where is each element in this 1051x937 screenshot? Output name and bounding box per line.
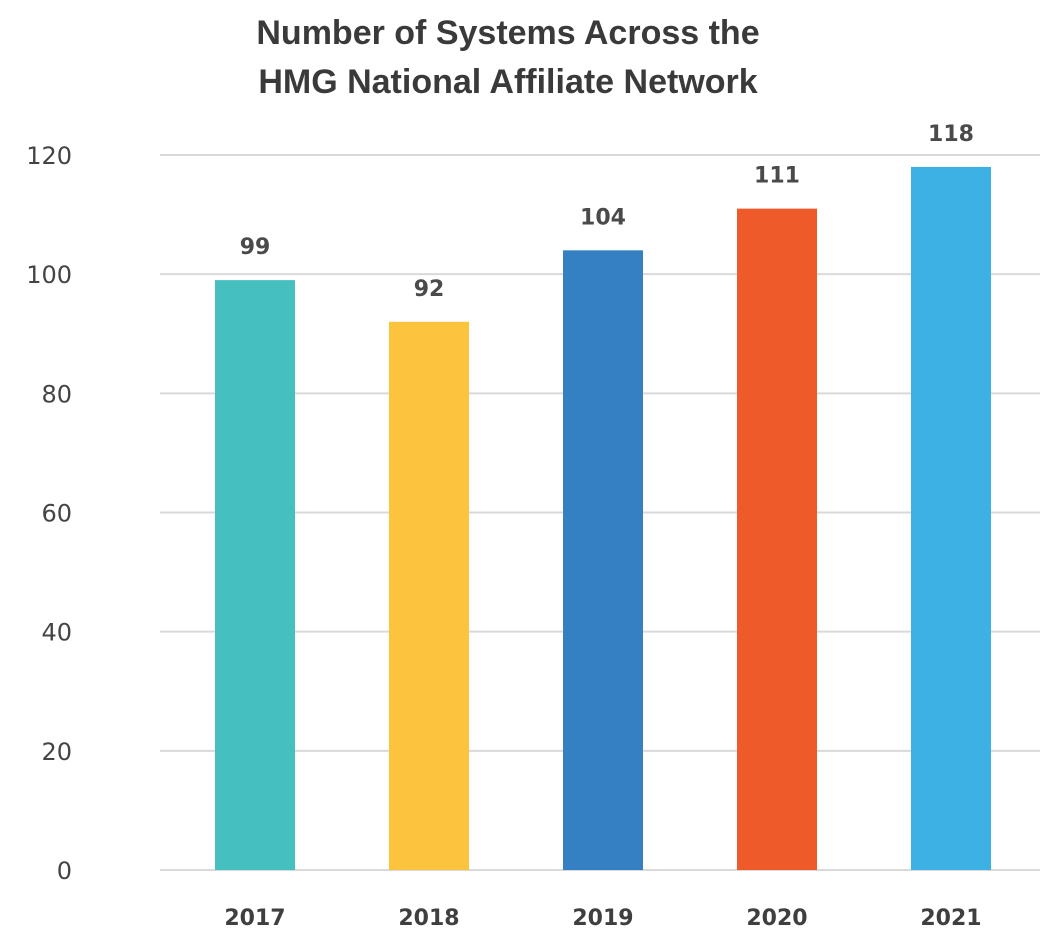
- data-label-2018: 92: [414, 277, 445, 302]
- x-tick-label-2019: 2019: [572, 906, 633, 931]
- y-tick-label: 40: [41, 619, 72, 647]
- data-label-2020: 111: [754, 164, 800, 189]
- bar-2019: [563, 250, 643, 871]
- chart-title-line-2: HMG National Affiliate Network: [258, 63, 757, 101]
- x-tick-label-2017: 2017: [224, 906, 285, 931]
- chart-title-line-1: Number of Systems Across the: [256, 14, 759, 52]
- x-tick-label-2021: 2021: [920, 906, 981, 931]
- y-tick-label: 80: [41, 380, 72, 408]
- y-tick-label: 20: [41, 738, 72, 766]
- data-label-2017: 99: [240, 235, 271, 260]
- bar-2020: [737, 208, 817, 870]
- bar-2021: [911, 166, 991, 870]
- bars: [215, 166, 991, 871]
- data-label-2021: 118: [928, 122, 974, 147]
- y-tick-label: 0: [57, 857, 72, 885]
- x-tick-label-2018: 2018: [398, 906, 459, 931]
- x-tick-label-2020: 2020: [746, 906, 807, 931]
- y-tick-label: 60: [41, 500, 72, 528]
- data-label-2019: 104: [580, 205, 626, 230]
- bar-2017: [215, 280, 295, 870]
- y-axis-ticks: 0 20 40 60 80 100 120: [26, 142, 72, 885]
- y-tick-label: 120: [26, 142, 72, 170]
- y-tick-label: 100: [26, 261, 72, 289]
- x-axis-ticks: 2017 2018 2019 2020 2021: [224, 906, 981, 931]
- data-labels: 99 92 104 111 118: [240, 122, 974, 302]
- bar-2018: [389, 321, 469, 870]
